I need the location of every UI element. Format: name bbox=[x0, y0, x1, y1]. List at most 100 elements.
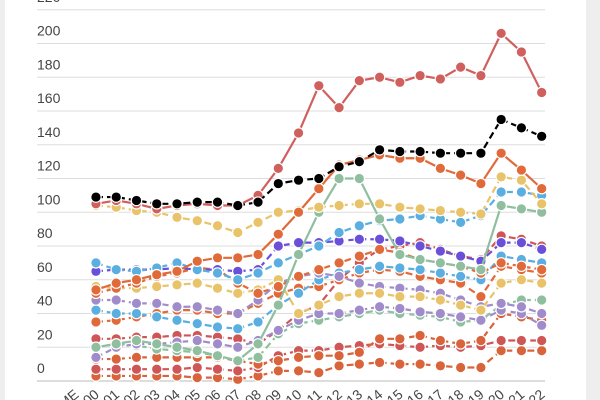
data-point bbox=[333, 257, 345, 269]
data-point bbox=[353, 155, 366, 168]
data-point bbox=[171, 198, 183, 210]
data-point bbox=[231, 354, 244, 367]
data-point bbox=[535, 86, 548, 99]
data-point bbox=[90, 304, 102, 316]
series-17 bbox=[90, 113, 548, 212]
data-point bbox=[231, 341, 244, 354]
data-point bbox=[353, 277, 366, 289]
data-point bbox=[454, 169, 467, 181]
data-point bbox=[353, 263, 366, 276]
x-tick-label: 02 bbox=[120, 386, 142, 400]
data-point bbox=[333, 360, 345, 372]
x-tick-label: 16 bbox=[404, 386, 426, 400]
data-point bbox=[191, 361, 204, 374]
x-tick-label: 13 bbox=[343, 386, 365, 400]
data-point bbox=[434, 360, 447, 372]
y-tick-label: 160 bbox=[37, 90, 61, 106]
data-point bbox=[231, 273, 244, 286]
data-point bbox=[394, 213, 406, 225]
data-point bbox=[333, 160, 345, 173]
data-point bbox=[515, 122, 528, 134]
data-point bbox=[231, 226, 244, 239]
data-point bbox=[130, 351, 143, 364]
data-point bbox=[191, 255, 204, 267]
data-point bbox=[414, 341, 426, 354]
data-point bbox=[231, 322, 244, 335]
data-point bbox=[454, 250, 467, 262]
x-tick-label: 01 bbox=[100, 386, 122, 400]
data-point bbox=[272, 162, 285, 175]
data-point bbox=[394, 76, 406, 89]
data-point bbox=[150, 338, 163, 350]
data-point bbox=[475, 177, 487, 190]
data-point bbox=[394, 235, 406, 247]
data-point bbox=[211, 282, 224, 294]
data-point bbox=[353, 74, 366, 87]
data-point bbox=[414, 253, 426, 266]
right-frame bbox=[586, 0, 600, 400]
data-point bbox=[313, 201, 325, 213]
series-line bbox=[95, 298, 542, 362]
data-point bbox=[515, 334, 528, 347]
data-point bbox=[495, 334, 507, 347]
data-point bbox=[394, 262, 406, 274]
data-point bbox=[454, 206, 467, 219]
data-point bbox=[373, 356, 386, 369]
y-tick-label: 20 bbox=[37, 326, 53, 342]
data-point bbox=[292, 287, 305, 300]
data-point bbox=[414, 329, 426, 342]
data-point bbox=[110, 338, 123, 350]
x-tick-label: 20 bbox=[485, 386, 507, 400]
data-point bbox=[272, 280, 285, 293]
data-point bbox=[535, 130, 548, 143]
data-point bbox=[475, 361, 487, 374]
data-point bbox=[434, 147, 447, 159]
data-point bbox=[333, 172, 345, 185]
data-point bbox=[515, 236, 528, 249]
data-point bbox=[475, 208, 487, 220]
data-point bbox=[414, 290, 426, 303]
data-point bbox=[130, 363, 143, 375]
data-point bbox=[292, 307, 305, 320]
data-point bbox=[313, 172, 325, 185]
x-tick-label: 19 bbox=[465, 386, 487, 400]
data-point bbox=[353, 304, 366, 316]
y-tick-label: 120 bbox=[37, 158, 61, 174]
y-tick-label: 0 bbox=[37, 360, 45, 376]
data-point bbox=[90, 316, 102, 328]
x-axis-ticks: ME00010203040506070809101112131415161718… bbox=[55, 386, 548, 400]
data-point bbox=[353, 172, 366, 185]
data-point bbox=[90, 284, 102, 296]
data-point bbox=[515, 273, 528, 286]
y-tick-label: 80 bbox=[37, 225, 53, 241]
data-point bbox=[394, 333, 406, 345]
data-point bbox=[535, 263, 548, 276]
y-tick-label: 220 bbox=[37, 0, 61, 5]
data-point bbox=[373, 300, 386, 313]
data-point bbox=[292, 248, 305, 261]
data-point bbox=[535, 182, 548, 195]
data-point bbox=[454, 270, 467, 283]
data-point bbox=[515, 203, 528, 215]
x-tick-label: 08 bbox=[242, 386, 264, 400]
data-point bbox=[313, 79, 325, 92]
y-tick-label: 140 bbox=[37, 124, 61, 140]
data-point bbox=[333, 101, 345, 114]
data-point bbox=[313, 349, 325, 362]
data-point bbox=[313, 182, 325, 195]
data-point bbox=[454, 311, 467, 323]
data-point bbox=[475, 314, 487, 327]
data-point bbox=[454, 338, 467, 350]
data-point bbox=[535, 198, 548, 210]
x-tick-label: 05 bbox=[181, 386, 203, 400]
data-point bbox=[515, 164, 528, 176]
x-tick-label: 18 bbox=[444, 386, 466, 400]
data-point bbox=[252, 216, 264, 229]
data-point bbox=[171, 363, 183, 375]
x-tick-label: 03 bbox=[140, 386, 162, 400]
data-point bbox=[110, 307, 123, 320]
data-point bbox=[495, 344, 507, 357]
x-tick-label: 06 bbox=[201, 386, 223, 400]
x-tick-label: 12 bbox=[323, 386, 345, 400]
